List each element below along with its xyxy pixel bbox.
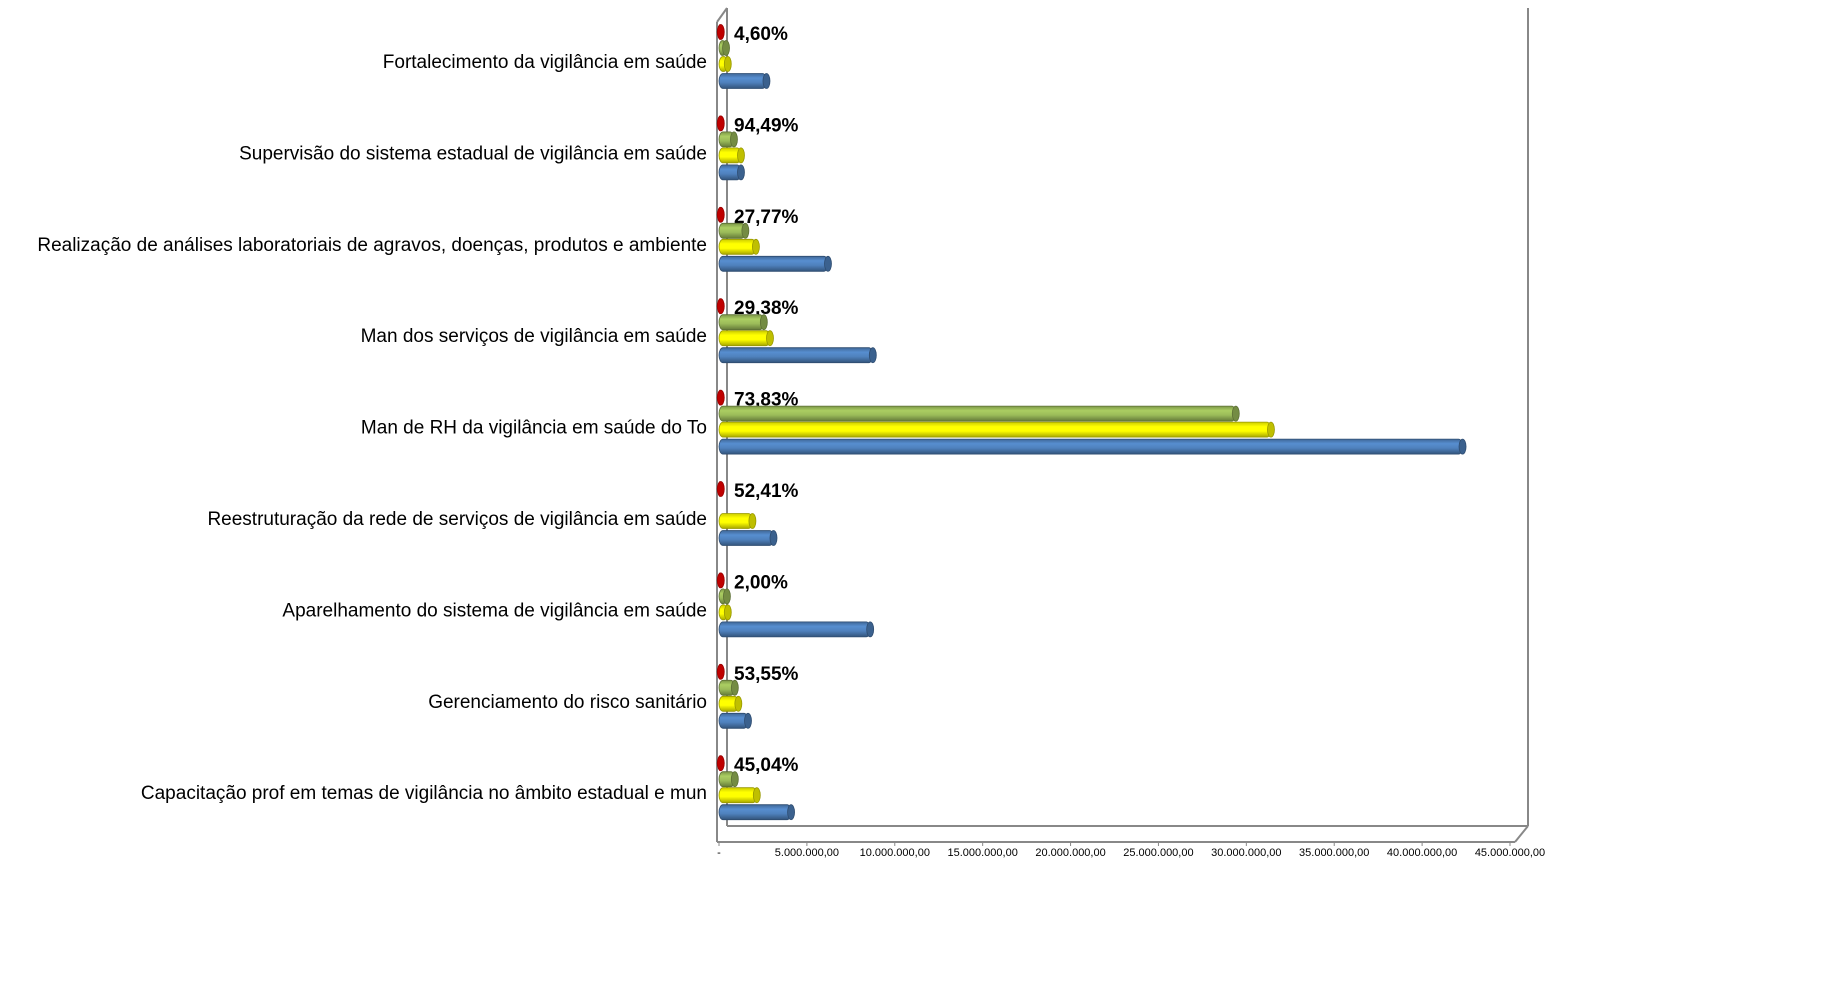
annotation: 45,04% [734, 755, 799, 776]
annotation: 4,60% [734, 24, 788, 45]
bar [718, 255, 829, 272]
bar-end-cap [716, 755, 725, 772]
bar [718, 238, 757, 255]
category-label: Realização de análises laboratoriais de … [37, 235, 707, 256]
bar-end-cap [737, 164, 745, 181]
bar [718, 787, 758, 804]
bar-end-cap [716, 481, 725, 497]
bar-end-cap [824, 255, 832, 272]
x-tick-label: 15.000.000,00 [947, 847, 1017, 859]
bar-end-cap [716, 663, 725, 680]
x-tick-label: 35.000.000,00 [1299, 847, 1369, 859]
annotation: 52,41% [734, 481, 799, 502]
bar-end-cap [759, 314, 768, 331]
category-label: Man dos serviços de vigilância em saúde [361, 326, 707, 347]
bar-end-cap [868, 347, 877, 364]
bar [718, 513, 753, 529]
bar-end-cap [787, 804, 795, 821]
x-tick-label: 20.000.000,00 [1035, 847, 1105, 859]
bar [718, 405, 1237, 422]
bar-end-cap [737, 147, 745, 164]
bar-end-cap [723, 588, 731, 605]
bar-end-cap [752, 238, 760, 255]
annotation: 27,77% [734, 207, 799, 228]
category-label: Man de RH da vigilância em saúde do To [361, 418, 707, 439]
bar-end-cap [716, 206, 725, 223]
x-tick-label: 30.000.000,00 [1211, 847, 1281, 859]
bar [718, 330, 771, 347]
bar [718, 222, 746, 239]
bar [718, 438, 1463, 455]
bar [718, 73, 767, 89]
bar-end-cap [716, 572, 725, 589]
bar-end-cap [716, 115, 725, 132]
bar [718, 621, 871, 638]
x-tick-label: 45.000.000,00 [1475, 847, 1545, 859]
bar-end-cap [730, 131, 738, 148]
bar [718, 421, 1272, 438]
bar [718, 804, 792, 821]
annotation: 53,55% [734, 664, 799, 685]
bar-end-cap [716, 298, 725, 315]
annotation: 73,83% [734, 390, 799, 411]
annotation: 94,49% [734, 115, 799, 136]
bar-end-cap [723, 56, 732, 72]
bar-end-cap [730, 771, 739, 788]
bar-end-cap [734, 695, 743, 712]
bar-end-cap [866, 621, 875, 638]
bar-end-cap [762, 73, 771, 89]
bar-end-cap [723, 604, 732, 621]
bar [718, 530, 774, 546]
category-label: Supervisão do sistema estadual de vigilâ… [239, 143, 707, 164]
category-label: Aparelhamento do sistema de vigilância e… [282, 600, 707, 621]
bar-end-cap [1458, 438, 1467, 455]
bar-end-cap [716, 24, 725, 40]
x-tick-label: 5.000.000,00 [775, 847, 839, 859]
bar-end-cap [1231, 405, 1240, 422]
category-label: Reestruturação da rede de serviços de vi… [207, 509, 707, 530]
bar-end-cap [769, 530, 778, 546]
x-tick-label: 40.000.000,00 [1387, 847, 1457, 859]
bar-end-cap [741, 222, 750, 239]
bar-end-cap [752, 787, 761, 804]
x-tick-label: 10.000.000,00 [860, 847, 930, 859]
bar-end-cap [716, 389, 725, 406]
bar [718, 347, 874, 364]
bar-end-cap [730, 679, 739, 696]
category-label: Gerenciamento do risco sanitário [428, 692, 707, 713]
bar-end-cap [722, 40, 730, 56]
bar-end-cap [1267, 421, 1275, 438]
annotation: 2,00% [734, 572, 788, 593]
category-label: Fortalecimento da vigilância em saúde [383, 52, 707, 73]
bar-end-cap [748, 513, 757, 529]
bar-end-cap [766, 330, 774, 347]
bar [718, 712, 749, 729]
x-tick-label: - [717, 847, 721, 859]
bar [718, 314, 765, 331]
category-label: Capacitação prof em temas de vigilância … [141, 783, 707, 804]
bar-end-cap [744, 712, 752, 729]
x-tick-label: 25.000.000,00 [1123, 847, 1193, 859]
annotation: 29,38% [734, 298, 799, 319]
